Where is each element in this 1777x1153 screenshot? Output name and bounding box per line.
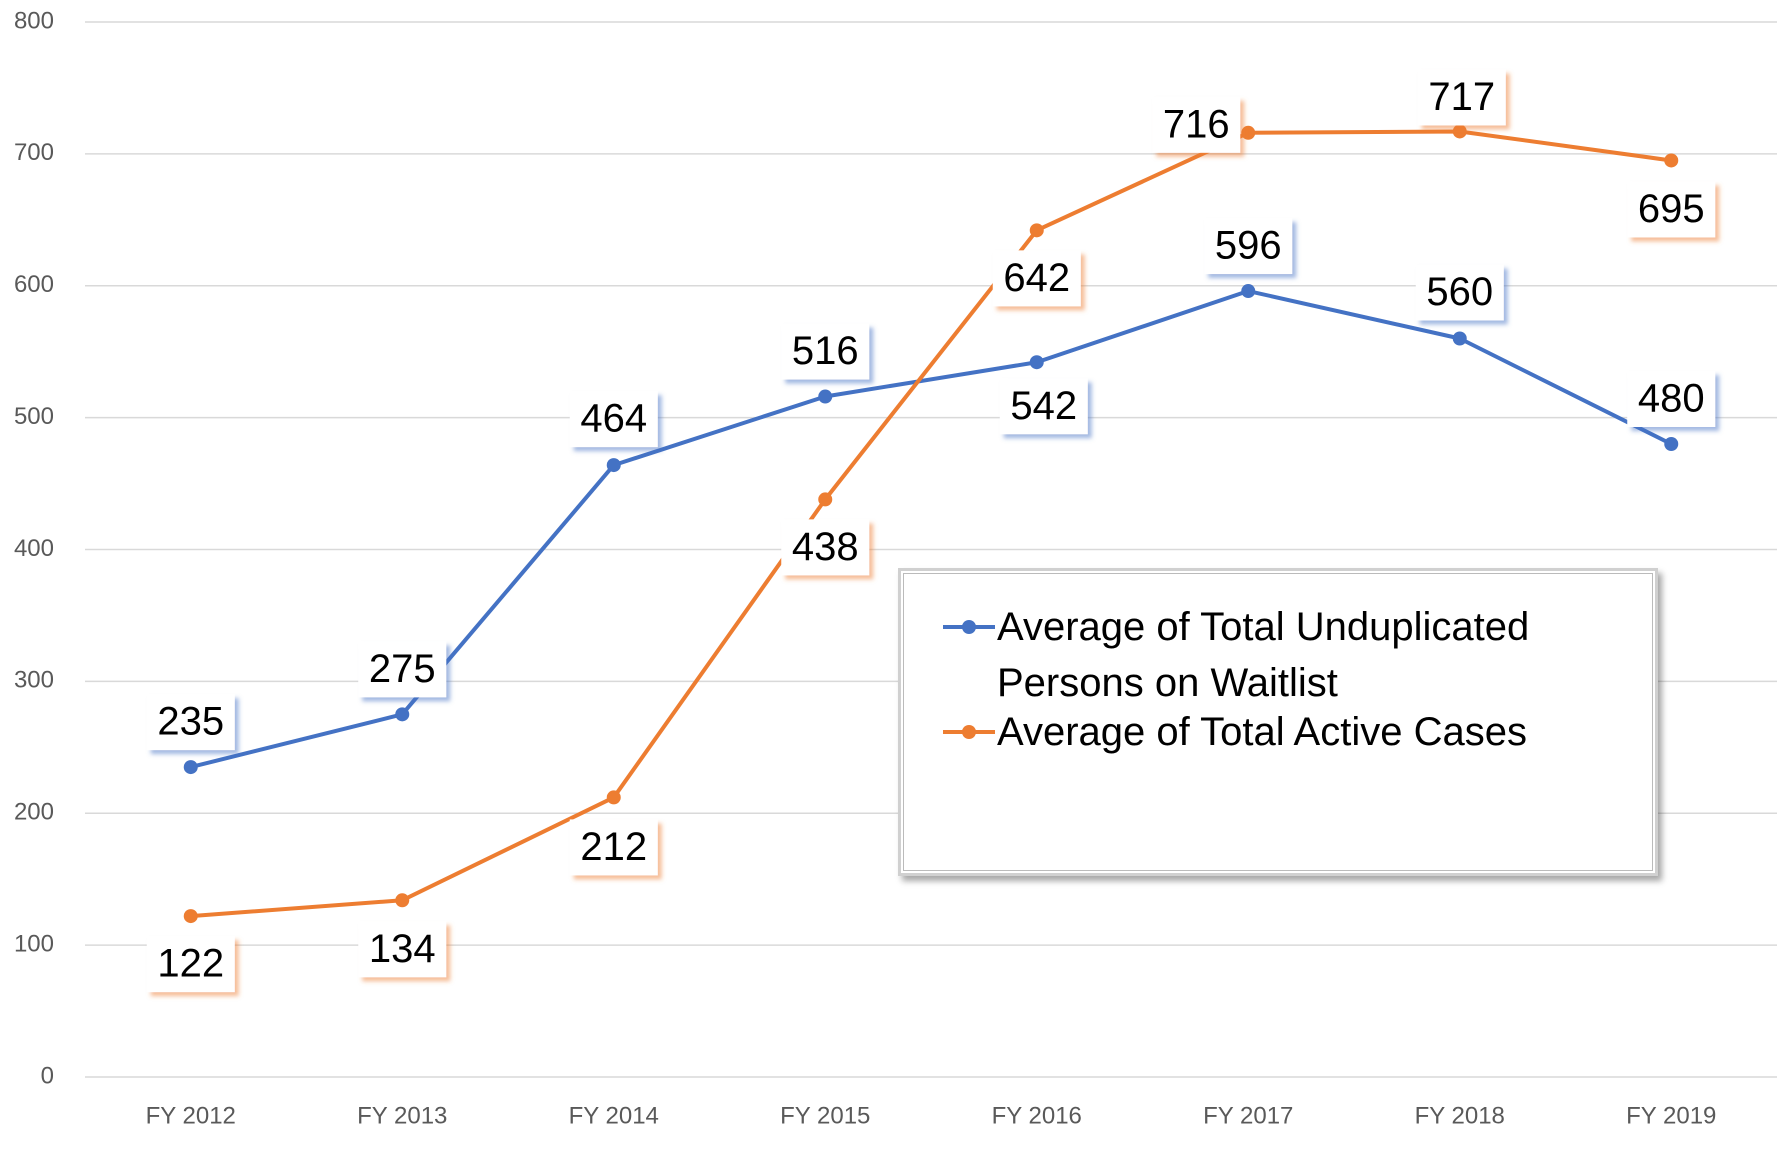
data-label: 212: [580, 825, 647, 869]
data-label-box: [146, 694, 235, 751]
point-marker: [606, 458, 621, 473]
y-tick-label: 800: [14, 7, 54, 34]
data-label-box: [1204, 218, 1293, 275]
data-label-box: [358, 641, 447, 698]
legend-label: Average of Total Unduplicated Persons on…: [997, 605, 1530, 705]
data-label: 596: [1215, 224, 1282, 268]
data-label: 642: [1003, 256, 1070, 300]
data-label-box: [1627, 181, 1716, 238]
data-label: 542: [1010, 384, 1077, 428]
point-marker: [1241, 284, 1256, 299]
legend-label: Average of Total Active Cases: [997, 710, 1527, 754]
data-label: 560: [1426, 270, 1493, 314]
legend-entry: Average of Total Unduplicated Persons on…: [941, 599, 1617, 711]
data-label: 695: [1638, 187, 1705, 231]
y-tick-label: 0: [41, 1062, 54, 1089]
legend: Average of Total Unduplicated Persons on…: [898, 568, 1658, 876]
data-label: 480: [1638, 377, 1705, 421]
point-marker: [1452, 124, 1467, 139]
point-marker: [818, 389, 833, 404]
data-label-box: [146, 936, 235, 993]
data-label-box: [1152, 96, 1241, 153]
y-tick-label: 700: [14, 139, 54, 166]
data-label: 235: [157, 700, 224, 744]
legend-icon: [943, 620, 995, 634]
data-label-box: [781, 323, 870, 380]
data-label: 716: [1163, 102, 1230, 146]
data-label-box: [999, 378, 1088, 435]
data-label: 438: [792, 525, 859, 569]
x-tick-label: FY 2012: [146, 1102, 236, 1129]
legend-marker: [962, 620, 976, 634]
y-tick-label: 100: [14, 930, 54, 957]
data-label: 464: [580, 397, 647, 441]
x-tick-label: FY 2019: [1626, 1102, 1716, 1129]
legend-entry: Average of Total Active Cases: [941, 704, 1617, 760]
y-tick-label: 300: [14, 667, 54, 694]
point-marker: [395, 707, 410, 722]
x-tick-label: FY 2016: [992, 1102, 1082, 1129]
x-tick-label: FY 2017: [1203, 1102, 1293, 1129]
point-marker: [1241, 125, 1256, 140]
y-tick-label: 400: [14, 535, 54, 562]
x-tick-label: FY 2015: [780, 1102, 870, 1129]
point-marker: [606, 790, 621, 805]
data-label-box: [781, 519, 870, 576]
x-tick-label: FY 2014: [569, 1102, 659, 1129]
data-label: 122: [157, 942, 224, 986]
data-label-box: [1627, 371, 1716, 427]
data-label: 134: [369, 927, 436, 971]
y-tick-label: 600: [14, 271, 54, 298]
data-label: 275: [369, 647, 436, 691]
data-label-box: [569, 391, 658, 448]
x-tick-label: FY 2013: [357, 1102, 447, 1129]
point-marker: [1029, 223, 1044, 238]
point-marker: [183, 909, 198, 924]
series-line: [190, 129, 1672, 919]
y-tick-label: 500: [14, 403, 54, 430]
data-label-box: [569, 819, 658, 876]
point-marker: [395, 893, 410, 908]
point-marker: [183, 760, 198, 775]
point-marker: [1664, 153, 1679, 168]
data-label-box: [1417, 69, 1506, 126]
legend-marker: [962, 725, 976, 739]
point-marker: [818, 492, 833, 507]
data-label-box: [992, 250, 1081, 307]
point-marker: [1029, 355, 1044, 370]
data-label: 717: [1428, 75, 1495, 119]
data-label: 516: [792, 329, 859, 373]
data-label-box: [358, 921, 447, 978]
point-marker: [1664, 437, 1679, 451]
data-label-box: [1415, 264, 1504, 321]
x-tick-label: FY 2018: [1415, 1102, 1505, 1129]
y-tick-label: 200: [14, 799, 54, 826]
legend-icon: [943, 725, 995, 739]
point-marker: [1452, 331, 1467, 346]
